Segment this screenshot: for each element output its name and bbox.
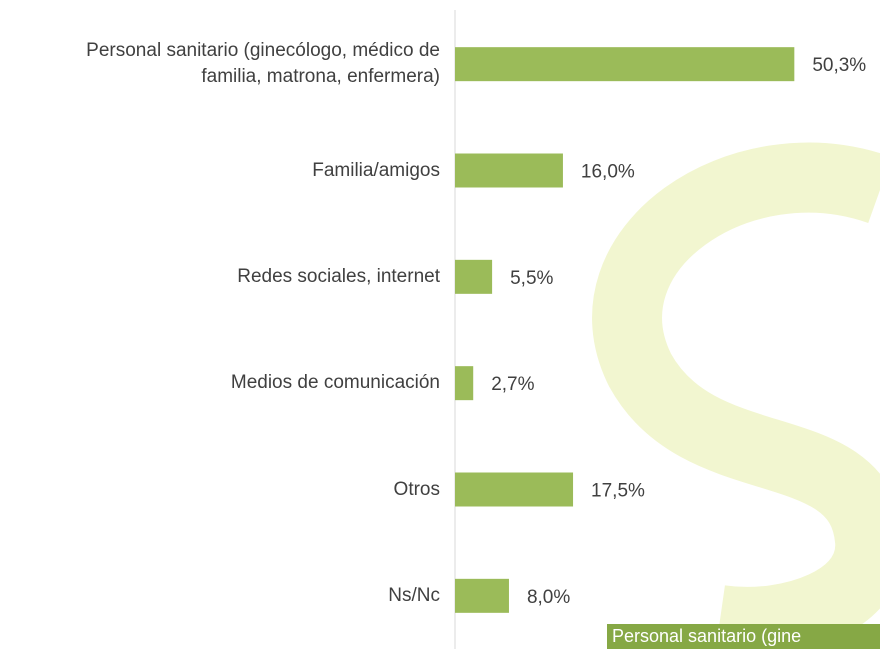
- value-label: 17,5%: [591, 481, 645, 502]
- watermark: [592, 142, 880, 649]
- category-label: Otros: [393, 478, 440, 500]
- category-label: Ns/Nc: [388, 584, 440, 606]
- category-label: Familia/amigos: [312, 159, 440, 181]
- bar: [455, 153, 563, 188]
- value-label: 50,3%: [812, 55, 866, 76]
- bar: [455, 366, 474, 401]
- bar: [455, 259, 493, 294]
- value-label: 8,0%: [527, 587, 570, 608]
- value-label: 5,5%: [510, 268, 553, 289]
- category-label: Personal sanitario (ginecólogo, médico d…: [86, 40, 440, 88]
- tooltip: Personal sanitario (gine: [607, 624, 880, 649]
- value-label: 2,7%: [491, 374, 534, 395]
- value-label: 16,0%: [581, 162, 635, 183]
- category-label: Medios de comunicación: [230, 372, 440, 394]
- bar: [455, 578, 509, 613]
- bar: [455, 47, 795, 82]
- bar: [455, 472, 574, 507]
- category-label: Redes sociales, internet: [237, 265, 440, 287]
